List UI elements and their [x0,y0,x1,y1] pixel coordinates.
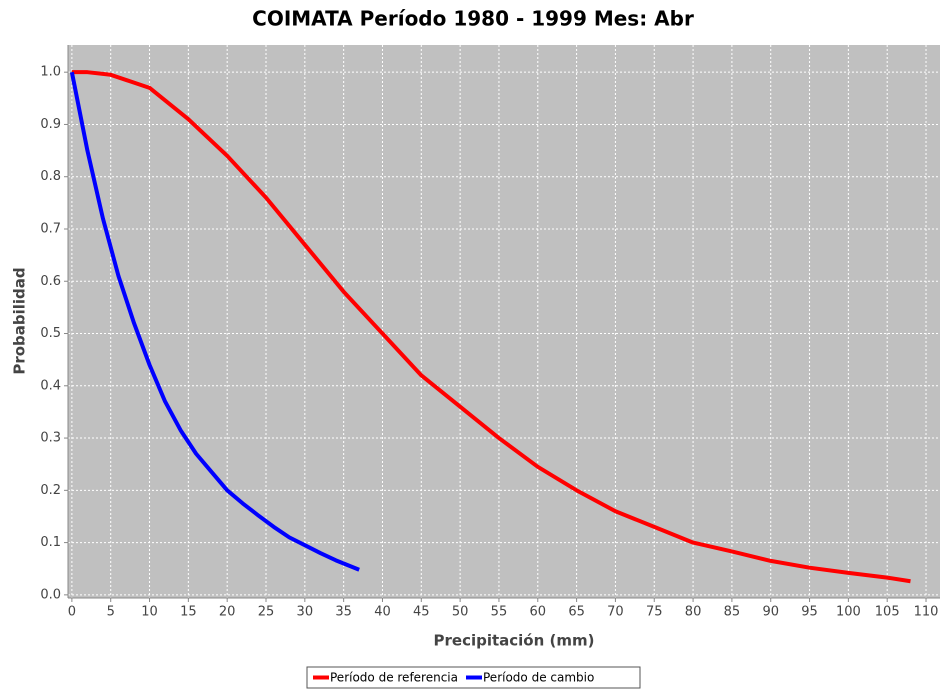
x-tick-label: 100 [836,605,861,620]
x-tick-label: 105 [875,605,900,620]
x-tick-label: 0 [68,605,76,620]
x-tick-label: 110 [914,605,939,620]
x-tick-label: 15 [180,605,197,620]
y-tick-label: 1.0 [40,65,61,80]
x-tick-label: 25 [258,605,275,620]
x-tick-label: 95 [801,605,818,620]
x-tick-label: 35 [335,605,352,620]
x-tick-label: 40 [374,605,391,620]
y-tick-label: 0.0 [40,587,61,602]
x-axis-label: Precipitación (mm) [434,632,595,650]
y-tick-label: 0.6 [40,274,61,289]
x-tick-label: 10 [141,605,158,620]
x-tick-label: 65 [568,605,585,620]
y-tick-label: 0.4 [40,378,61,393]
x-tick-label: 50 [452,605,469,620]
y-tick-label: 0.8 [40,169,61,184]
y-tick-label: 0.2 [40,483,61,498]
x-tick-label: 5 [107,605,115,620]
x-tick-label: 80 [685,605,702,620]
x-tick-label: 30 [297,605,314,620]
legend-text: Período de referencia [330,671,458,685]
y-tick-label: 0.7 [40,221,61,236]
y-tick-label: 0.1 [40,535,61,550]
line-series [71,70,911,584]
x-tick-label: 85 [724,605,741,620]
line-series [69,71,360,572]
plot-area [68,45,940,598]
x-tick-label: 75 [646,605,663,620]
y-tick-label: 0.9 [40,117,61,132]
y-axis-label: Probabilidad [11,267,29,374]
y-tick-label: 0.5 [40,326,61,341]
x-tick-label: 45 [413,605,430,620]
x-tick-label: 90 [762,605,779,620]
x-tick-label: 55 [491,605,508,620]
y-tick-label: 0.3 [40,431,61,446]
x-tick-label: 20 [219,605,236,620]
x-tick-label: 60 [530,605,547,620]
chart-title: COIMATA Período 1980 - 1999 Mes: Abr [252,7,694,31]
x-tick-label: 70 [607,605,624,620]
legend-text: Período de cambio [483,671,594,685]
